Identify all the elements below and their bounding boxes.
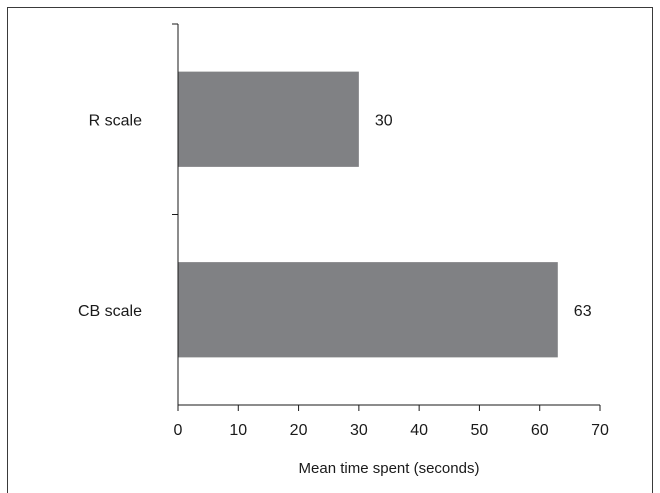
x-axis-title: Mean time spent (seconds)	[299, 460, 480, 477]
value-label: 63	[574, 303, 592, 320]
x-tick-label: 70	[591, 422, 609, 439]
x-tick-label: 0	[174, 422, 183, 439]
x-tick-label: 50	[471, 422, 489, 439]
x-tick-label: 40	[410, 422, 428, 439]
x-tick-label: 20	[290, 422, 308, 439]
x-tick-label: 30	[350, 422, 368, 439]
x-tick-label: 60	[531, 422, 549, 439]
category-label: R scale	[89, 112, 142, 129]
value-label: 30	[375, 112, 393, 129]
bar	[178, 262, 558, 358]
ticks-layer	[172, 23, 601, 411]
bar	[178, 71, 359, 167]
bars-layer	[178, 71, 558, 358]
labels-layer: R scale 30 CB scale 63 0 10 20 30 40 50 60 70	[78, 112, 609, 439]
category-label: CB scale	[78, 303, 142, 320]
x-tick-label: 10	[229, 422, 247, 439]
